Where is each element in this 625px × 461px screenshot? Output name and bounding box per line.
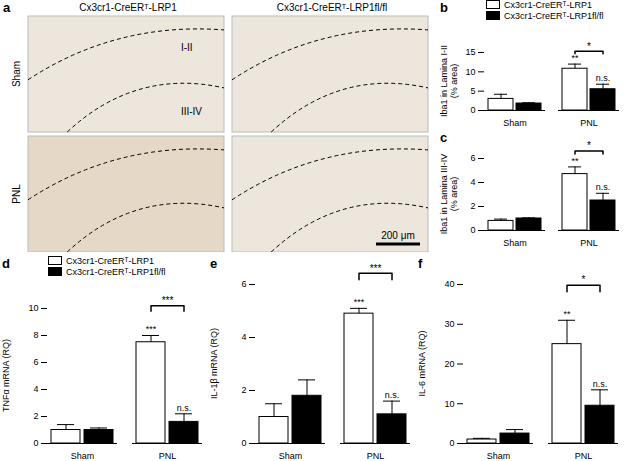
html-text:b: b <box>440 0 448 15</box>
svg-text:n.s.: n.s. <box>593 379 608 389</box>
svg-text:(% area): (% area) <box>449 64 459 99</box>
svg-text:n.s.: n.s. <box>596 73 611 83</box>
svg-text:***: *** <box>354 297 365 307</box>
html-text:e: e <box>210 256 218 271</box>
html-text:Cx3cr1-CreERᵀ-LRP1: Cx3cr1-CreERᵀ-LRP1 <box>504 0 592 10</box>
html-text:Cx3cr1-CreERᵀ-LRP1: Cx3cr1-CreERᵀ-LRP1 <box>66 256 154 266</box>
svg-text:Cx3cr1-CreERᵀ-LRP1: Cx3cr1-CreERᵀ-LRP1 <box>79 2 177 13</box>
svg-text:PNL: PNL <box>580 118 598 128</box>
svg-text:Sham: Sham <box>503 118 527 128</box>
svg-text:IL-1β mRNA (RQ): IL-1β mRNA (RQ) <box>209 328 219 399</box>
svg-text:**: ** <box>563 309 571 319</box>
svg-text:Iba1 in Lamina III-IV: Iba1 in Lamina III-IV <box>439 154 449 235</box>
svg-text:Cx3cr1-CreERᵀ-LRP1fl/fl: Cx3cr1-CreERᵀ-LRP1fl/fl <box>277 2 387 13</box>
svg-text:5: 5 <box>470 86 475 96</box>
svg-text:10: 10 <box>28 303 38 313</box>
svg-text:III-IV: III-IV <box>181 106 202 117</box>
svg-text:Sham: Sham <box>503 238 527 248</box>
svg-text:TNFα mRNA (RQ): TNFα mRNA (RQ) <box>1 339 11 412</box>
svg-text:PNL: PNL <box>367 451 385 461</box>
svg-text:0: 0 <box>449 438 454 448</box>
svg-text:*: * <box>582 274 586 285</box>
svg-text:200 μm: 200 μm <box>381 230 415 241</box>
svg-text:4: 4 <box>241 332 246 342</box>
svg-text:0: 0 <box>470 225 475 235</box>
html-text:Cx3cr1-CreERᵀ-LRP1fl/fl: Cx3cr1-CreERᵀ-LRP1fl/fl <box>504 11 604 21</box>
svg-text:a: a <box>3 0 11 15</box>
svg-text:n.s.: n.s. <box>177 403 192 413</box>
svg-text:0: 0 <box>470 105 475 115</box>
svg-text:40: 40 <box>444 279 454 289</box>
svg-text:10: 10 <box>465 67 475 77</box>
svg-text:8: 8 <box>33 330 38 340</box>
svg-text:6: 6 <box>33 357 38 367</box>
svg-text:**: ** <box>571 156 579 166</box>
svg-text:2: 2 <box>33 411 38 421</box>
svg-text:IL-6 mRNA (RQ): IL-6 mRNA (RQ) <box>417 330 427 396</box>
svg-text:Sham: Sham <box>11 61 22 87</box>
svg-text:***: *** <box>146 324 157 334</box>
svg-text:PNL: PNL <box>159 451 177 461</box>
svg-text:*: * <box>587 140 591 151</box>
html-text:f: f <box>418 256 423 271</box>
svg-text:4: 4 <box>470 177 475 187</box>
svg-text:2: 2 <box>470 201 475 211</box>
svg-text:**: ** <box>571 53 579 63</box>
svg-text:PNL: PNL <box>580 238 598 248</box>
svg-text:***: *** <box>370 263 382 274</box>
html-text:Cx3cr1-CreERᵀ-LRP1fl/fl: Cx3cr1-CreERᵀ-LRP1fl/fl <box>66 267 166 277</box>
svg-text:(% area): (% area) <box>449 177 459 212</box>
svg-text:30: 30 <box>444 319 454 329</box>
svg-text:2: 2 <box>241 385 246 395</box>
svg-text:10: 10 <box>444 399 454 409</box>
svg-text:I-II: I-II <box>181 42 193 53</box>
svg-text:PNL: PNL <box>575 451 593 461</box>
svg-text:*: * <box>587 41 591 52</box>
svg-text:n.s.: n.s. <box>596 182 611 192</box>
html-text:d: d <box>2 256 10 271</box>
svg-text:***: *** <box>162 295 174 306</box>
svg-text:Sham: Sham <box>487 451 511 461</box>
svg-text:0: 0 <box>33 438 38 448</box>
html-text:c: c <box>440 130 448 145</box>
svg-text:20: 20 <box>444 359 454 369</box>
svg-text:15: 15 <box>465 47 475 57</box>
svg-text:6: 6 <box>470 153 475 163</box>
svg-text:PNL: PNL <box>11 184 22 204</box>
svg-text:0: 0 <box>241 438 246 448</box>
svg-text:6: 6 <box>241 279 246 289</box>
svg-text:4: 4 <box>33 384 38 394</box>
svg-text:n.s.: n.s. <box>385 390 400 400</box>
svg-text:Sham: Sham <box>279 451 303 461</box>
svg-text:Sham: Sham <box>71 451 95 461</box>
svg-text:Iba1 in Lamina I-II: Iba1 in Lamina I-II <box>439 45 449 117</box>
